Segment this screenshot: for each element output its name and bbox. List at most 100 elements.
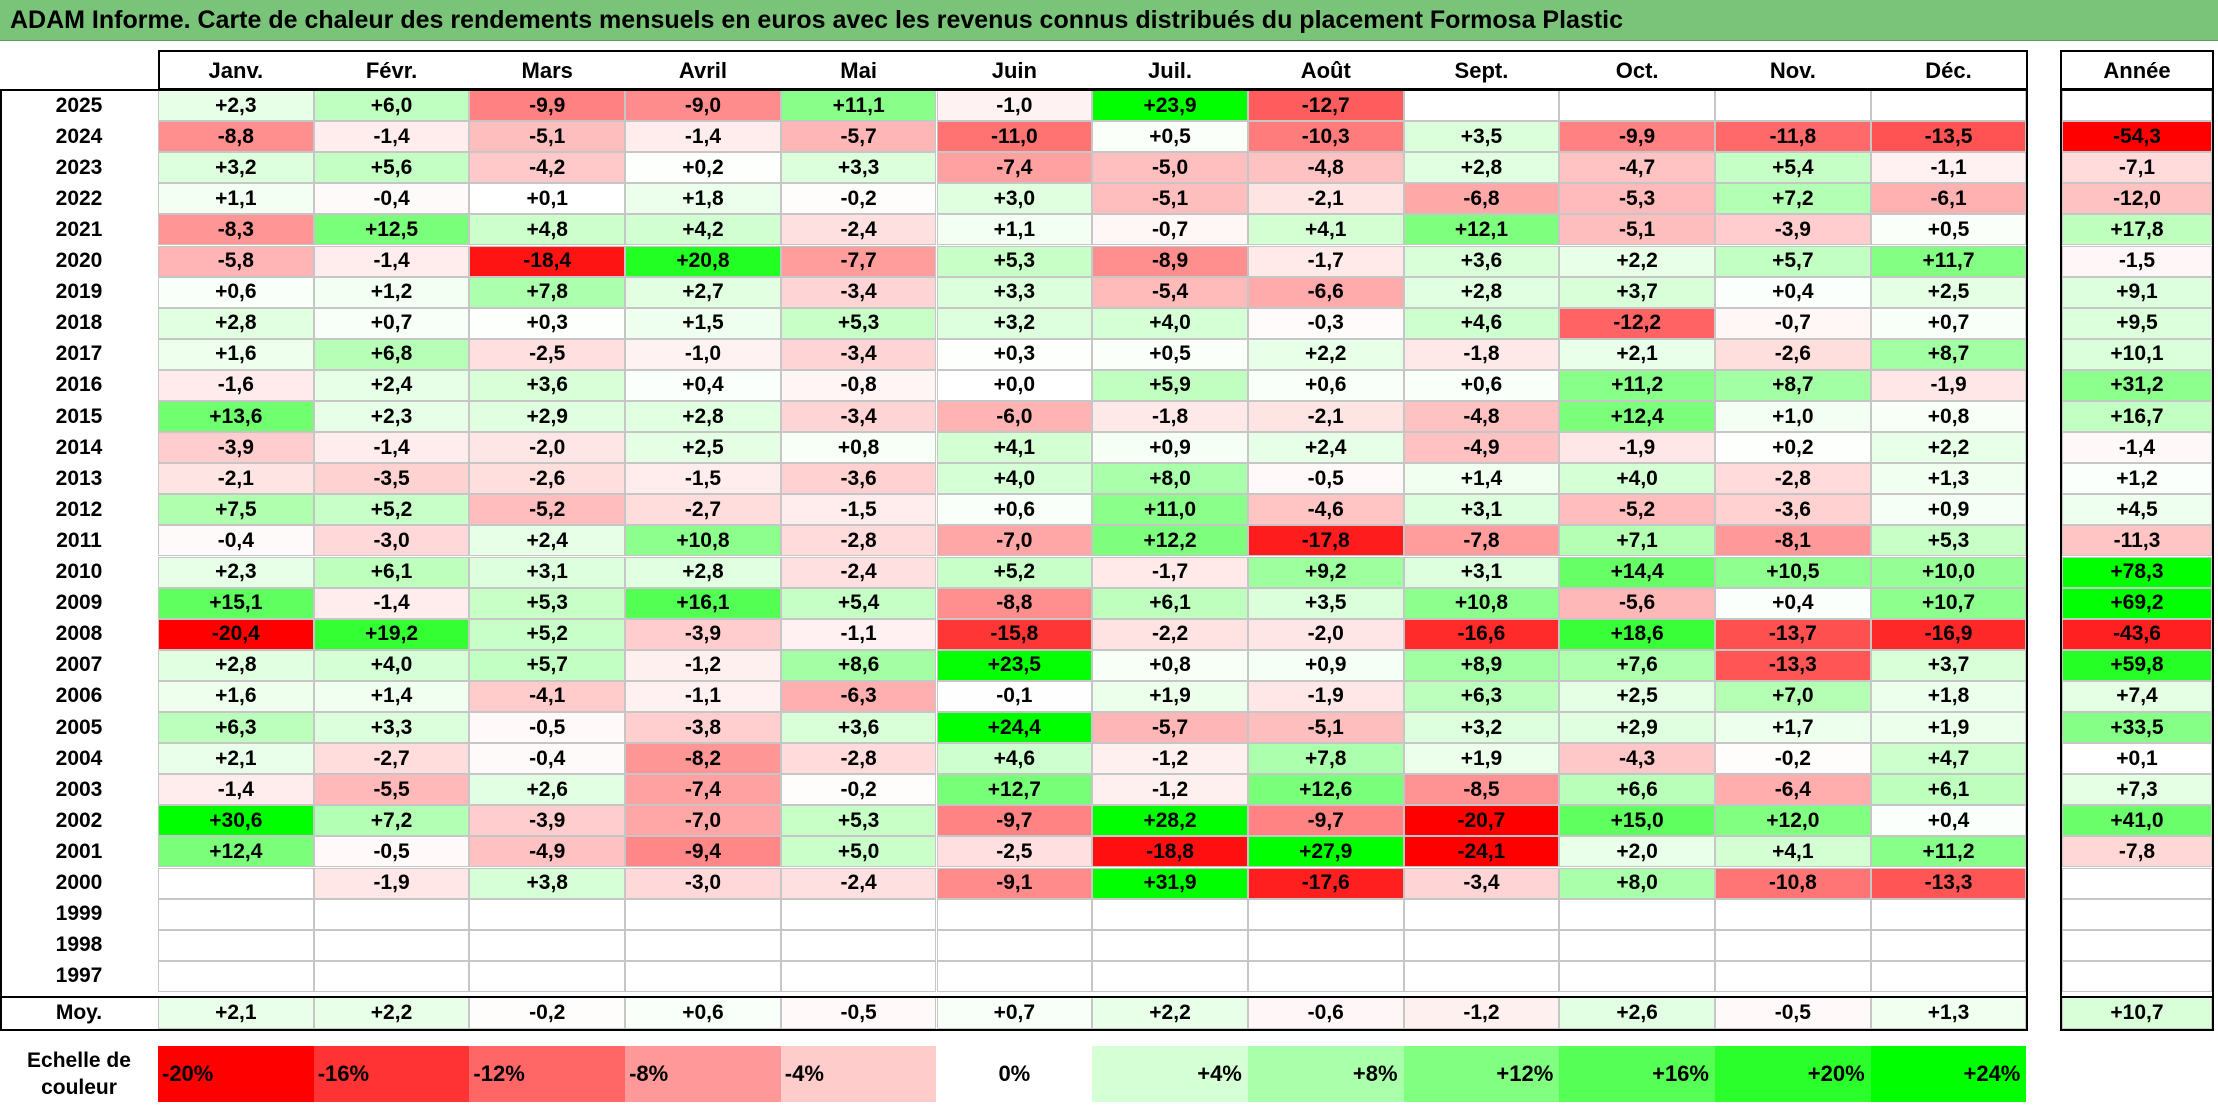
heatmap-cell: +2,8 (158, 307, 314, 339)
heatmap-cell: +0,5 (1870, 214, 2027, 246)
annual-cell: -43,6 (2062, 618, 2212, 650)
heatmap-cell: -1,9 (1247, 680, 1404, 712)
heatmap-cell: +3,2 (1403, 712, 1560, 744)
heatmap-cell (1559, 898, 1715, 930)
heatmap-cell: -6,1 (1870, 183, 2027, 215)
heatmap-cell: +3,6 (780, 712, 937, 744)
heatmap-cell: +0,4 (1715, 587, 1871, 619)
chart-title: ADAM Informe. Carte de chaleur des rende… (10, 6, 1624, 34)
heatmap-cell: -10,8 (1715, 867, 1871, 899)
heatmap-cell: +2,5 (1870, 276, 2027, 308)
average-cell: +0,7 (936, 997, 1093, 1029)
heatmap-cell: +2,8 (1403, 152, 1560, 184)
heatmap-cell (1559, 960, 1715, 992)
year-label: 1997 (55, 964, 103, 988)
heatmap-cell: -3,0 (625, 867, 781, 899)
heatmap-cell: +7,6 (1559, 649, 1715, 681)
heatmap-cell: +12,0 (1715, 805, 1871, 837)
year-label: 2020 (55, 249, 103, 273)
heatmap-cell: +0,0 (936, 369, 1093, 401)
heatmap-cell: -4,9 (469, 836, 626, 868)
heatmap-cell: -6,0 (936, 401, 1093, 433)
heatmap-cell: +2,4 (469, 525, 626, 557)
heatmap-cell: +2,3 (158, 556, 314, 588)
annual-cell (2062, 90, 2212, 122)
heatmap-cell: +2,2 (1559, 245, 1715, 277)
heatmap-cell: +0,6 (936, 494, 1093, 526)
heatmap-cell: -1,1 (1870, 152, 2027, 184)
heatmap-cell: -5,4 (1092, 276, 1248, 308)
year-label: 2012 (55, 497, 103, 521)
heatmap-cell: -8,8 (158, 121, 314, 153)
heatmap-cell: +7,2 (1715, 183, 1871, 215)
heatmap-cell: -1,4 (313, 121, 470, 153)
color-scale-step: -16% (313, 1046, 470, 1102)
heatmap-cell (1559, 90, 1715, 122)
heatmap-cell: +12,5 (313, 214, 470, 246)
heatmap-cell: -2,8 (780, 743, 937, 775)
heatmap-cell: -1,4 (313, 245, 470, 277)
annual-cell: -11,3 (2062, 525, 2212, 557)
heatmap-cell: -2,7 (313, 743, 470, 775)
heatmap-cell: -5,7 (1092, 712, 1248, 744)
heatmap-cell: -4,1 (469, 680, 626, 712)
annual-cell: -12,0 (2062, 183, 2212, 215)
annual-cell: -7,8 (2062, 836, 2212, 868)
annual-header: Année (2103, 57, 2171, 83)
annual-cell: +16,7 (2062, 401, 2212, 433)
heatmap-cell: +2,2 (1870, 432, 2027, 464)
month-header: Janv. (208, 57, 264, 83)
annual-cell: +59,8 (2062, 649, 2212, 681)
heatmap-cell: -8,8 (936, 587, 1093, 619)
heatmap-cell (1715, 898, 1871, 930)
heatmap-cell: -5,1 (1247, 712, 1404, 744)
heatmap-cell: -5,1 (1559, 214, 1715, 246)
heatmap-cell (1715, 960, 1871, 992)
heatmap-cell: -0,5 (469, 712, 626, 744)
heatmap-cell: -20,7 (1403, 805, 1560, 837)
year-label: 1999 (55, 902, 103, 926)
heatmap-cell: -0,7 (1715, 307, 1871, 339)
heatmap-cell: +5,4 (780, 587, 937, 619)
heatmap-cell: -2,4 (780, 556, 937, 588)
annual-cell: +7,4 (2062, 680, 2212, 712)
heatmap-cell: -13,7 (1715, 618, 1871, 650)
heatmap-cell: +0,4 (1870, 805, 2027, 837)
heatmap-cell (1870, 960, 2027, 992)
heatmap-cell: -1,7 (1247, 245, 1404, 277)
heatmap-cell: +2,8 (625, 556, 781, 588)
heatmap-cell: +2,8 (625, 401, 781, 433)
heatmap-cell: +23,5 (936, 649, 1093, 681)
heatmap-cell: +1,1 (936, 214, 1093, 246)
heatmap-cell: +3,5 (1247, 587, 1404, 619)
heatmap-cell (1403, 898, 1560, 930)
heatmap-cell: -2,8 (780, 525, 937, 557)
annual-cell (2062, 898, 2212, 930)
heatmap-cell: -7,4 (625, 774, 781, 806)
average-cell: +2,2 (313, 997, 470, 1029)
heatmap-cell: -8,2 (625, 743, 781, 775)
heatmap-cell: -1,9 (313, 867, 470, 899)
heatmap-cell (313, 960, 470, 992)
heatmap-cell: -17,6 (1247, 867, 1404, 899)
heatmap-cell: -11,8 (1715, 121, 1871, 153)
heatmap-cell (1870, 898, 2027, 930)
heatmap-cell: -1,0 (936, 90, 1093, 122)
heatmap-cell: -1,9 (1559, 432, 1715, 464)
month-header: Avril (678, 57, 727, 83)
heatmap-cell: -2,6 (469, 463, 626, 495)
heatmap-cell: -3,5 (313, 463, 470, 495)
heatmap-cell (780, 898, 937, 930)
heatmap-cell: -0,4 (469, 743, 626, 775)
heatmap-cell: +2,8 (158, 649, 314, 681)
heatmap-cell: -6,4 (1715, 774, 1871, 806)
heatmap-cell: +11,7 (1870, 245, 2027, 277)
heatmap-cell: +2,3 (313, 401, 470, 433)
heatmap-cell: -5,8 (158, 245, 314, 277)
color-scale-step: +4% (1092, 1046, 1248, 1102)
heatmap-cell: +12,4 (158, 836, 314, 868)
heatmap-cell: +6,1 (1870, 774, 2027, 806)
annual-cell: +10,1 (2062, 338, 2212, 370)
heatmap-cell: +5,3 (780, 805, 937, 837)
